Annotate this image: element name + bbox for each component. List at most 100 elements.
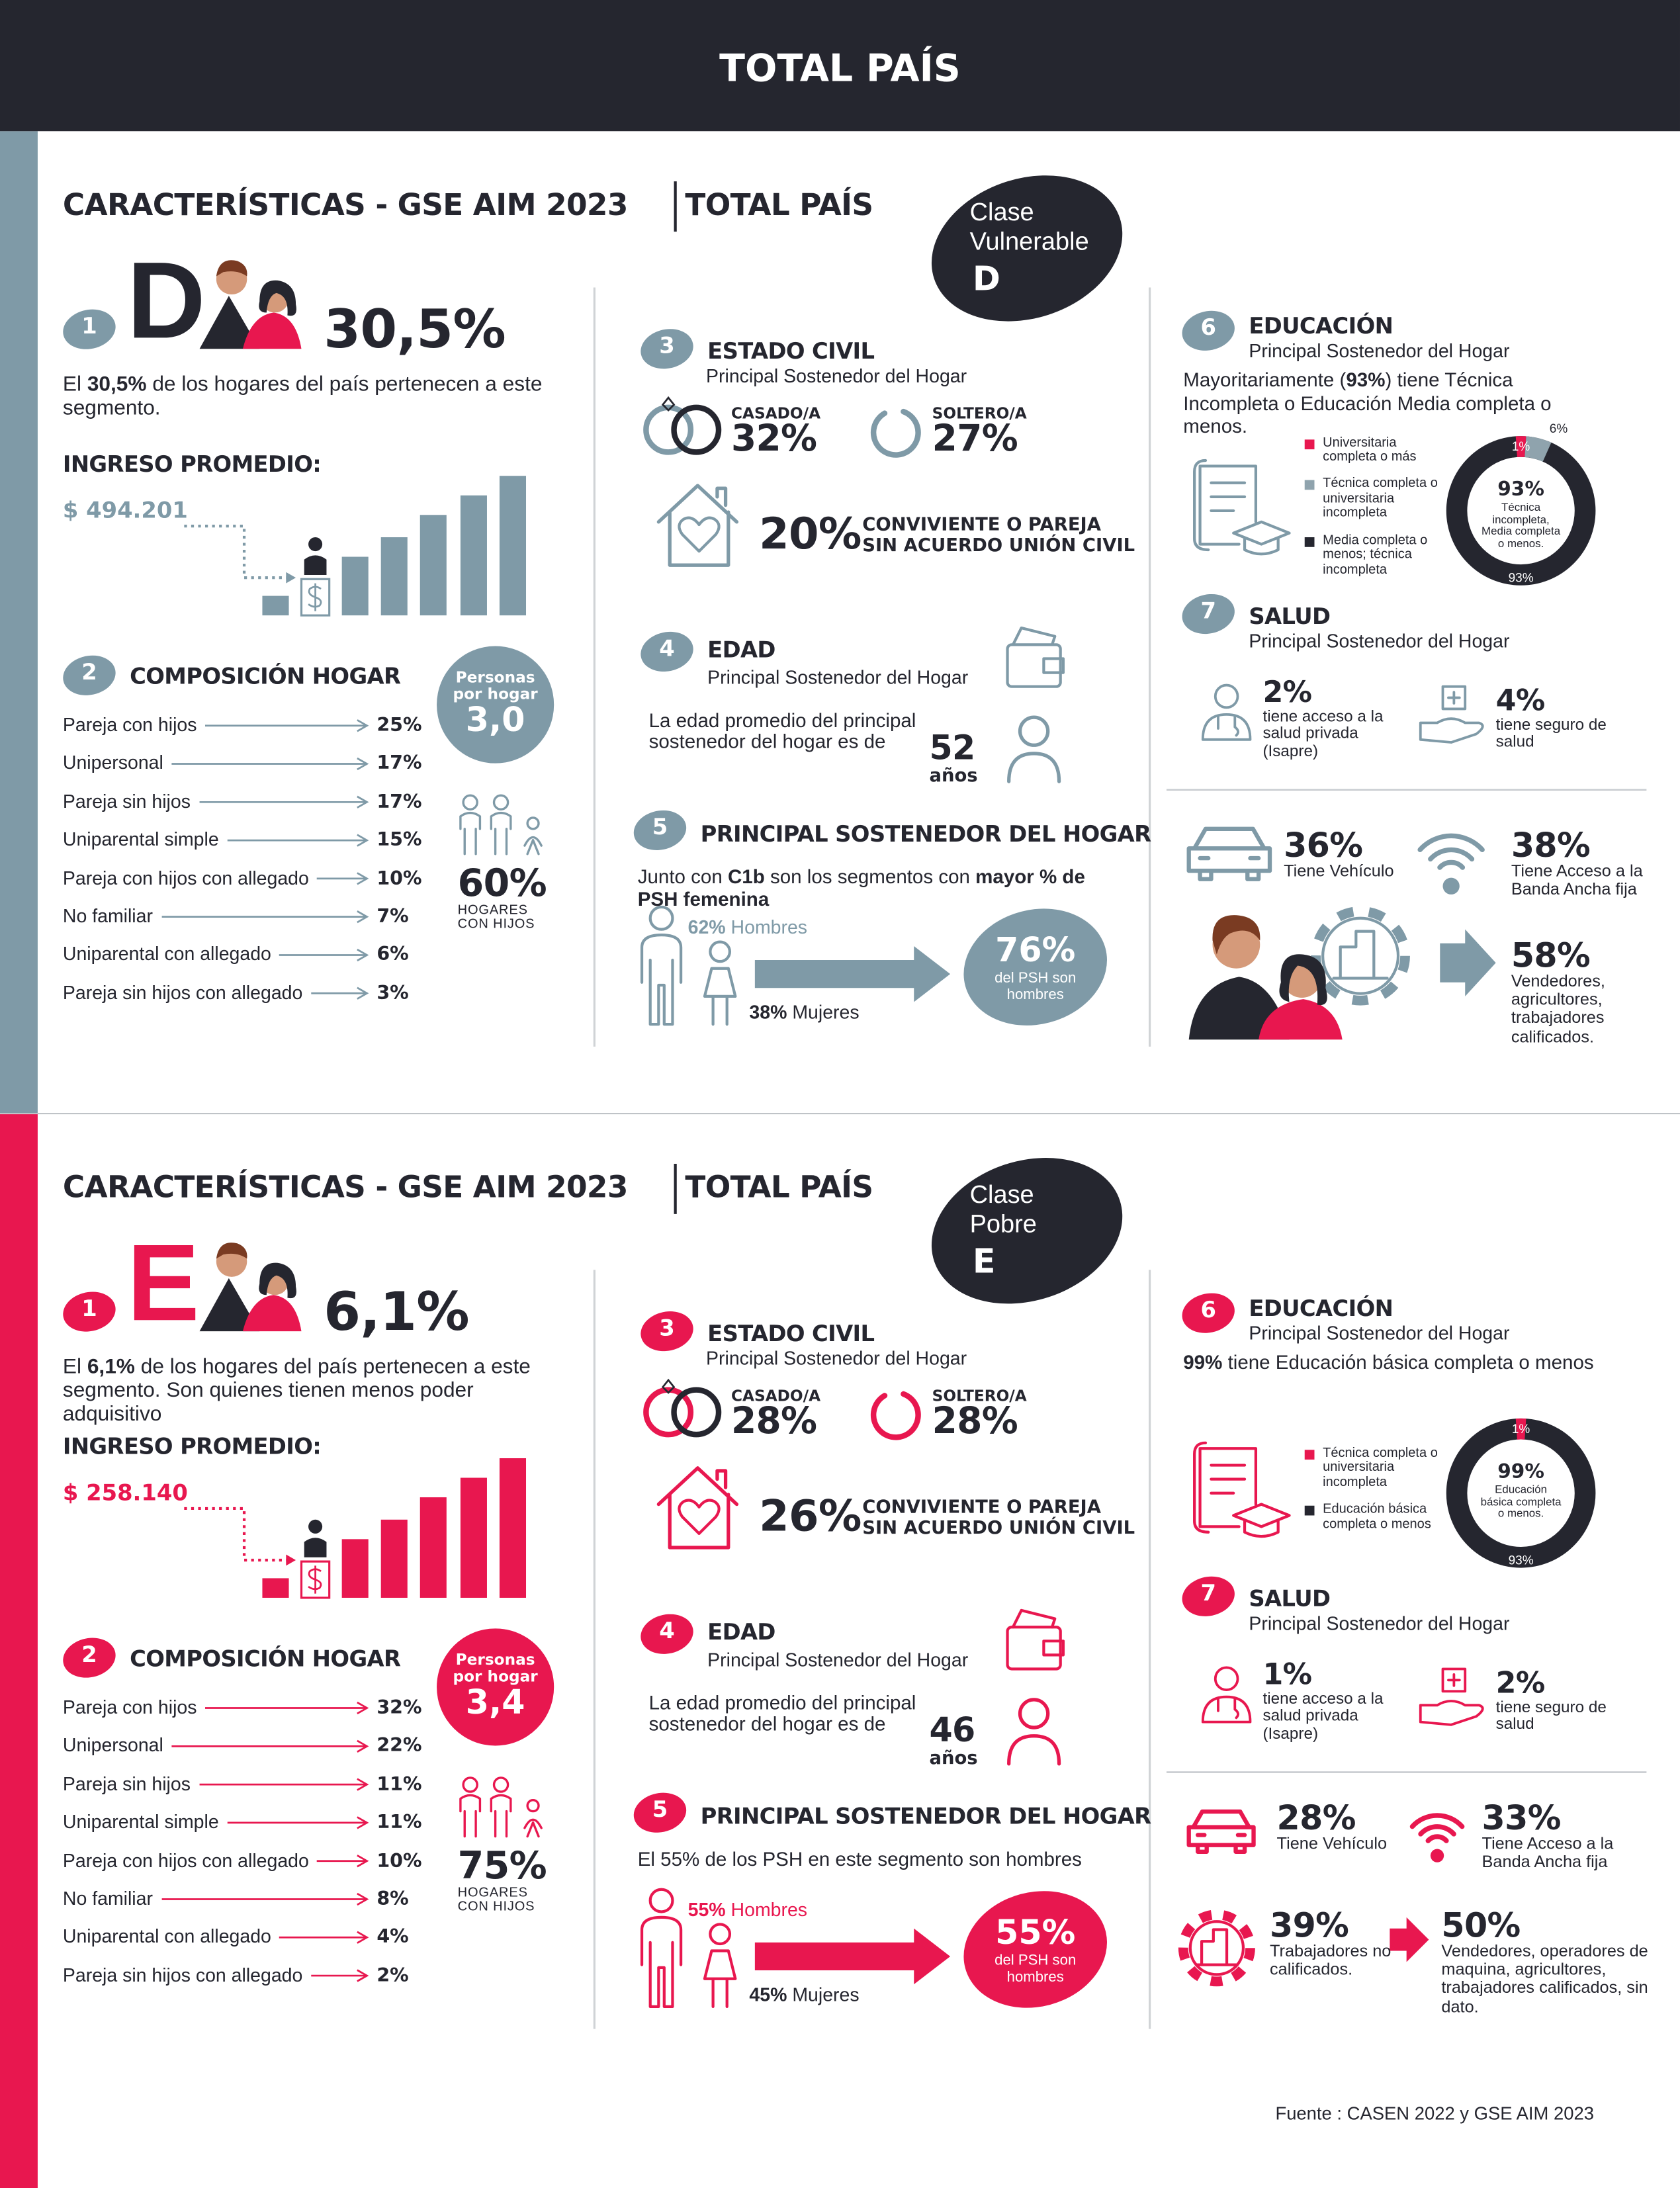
woman-icon	[242, 1295, 302, 1332]
income-label: INGRESO PROMEDIO:	[62, 1433, 322, 1460]
legend-label: Técnica completa o universitaria incompl…	[1323, 1446, 1438, 1491]
segment-letter: E	[126, 1221, 200, 1344]
cash-symbol	[308, 583, 322, 611]
row-value: 4%	[376, 1926, 409, 1949]
stat-label: Tiene Vehículo	[1276, 1833, 1388, 1853]
legend-swatch	[1304, 1506, 1315, 1516]
women-label: Mujeres	[787, 1002, 860, 1023]
income-bar	[499, 476, 527, 616]
income-connector	[184, 525, 288, 580]
gear-teeth	[1311, 906, 1410, 1006]
text-run: de los hogares del país pertenecen a est…	[62, 372, 543, 420]
donut-center-label: Técnica incompleta, Media completa o men…	[1481, 501, 1561, 550]
row-label: Pareja con hijos	[62, 714, 197, 736]
header: TOTAL PAÍS	[0, 0, 1680, 132]
number-badge	[63, 309, 116, 349]
text-run: mayor % de PSH femenina	[637, 865, 1085, 910]
health-value: 2%	[1262, 675, 1312, 709]
number-badge	[63, 655, 116, 695]
civil-label: SOLTERO/A	[932, 1387, 1027, 1405]
donut-label: 1%	[1511, 439, 1530, 454]
row-arrow-head	[357, 872, 369, 885]
number: 5	[652, 813, 668, 840]
row-value: 6%	[376, 943, 409, 967]
number: 2	[81, 658, 97, 685]
legend-label: Educación básica completa o menos	[1323, 1502, 1431, 1532]
persons-circle	[437, 1628, 554, 1746]
text-run: 99%	[1183, 1350, 1223, 1374]
education-description: Mayoritariamente (93%) tiene Técnica Inc…	[1183, 369, 1602, 437]
family-child-body	[523, 1818, 543, 1838]
heart-icon	[678, 516, 721, 553]
stat-label: Tiene Acceso a la Banda Ancha fija	[1481, 1833, 1614, 1872]
text-run: 30,5%	[87, 372, 147, 396]
number: 4	[659, 635, 675, 662]
donut-segment	[1524, 436, 1552, 462]
row-arrow-head	[357, 795, 369, 809]
donut-center-value: 99%	[1497, 1461, 1544, 1483]
row-label: Uniparental con allegado	[62, 943, 271, 965]
legend-label: Técnica completa o universitaria incompl…	[1323, 476, 1438, 521]
donut-center-label: Educación básica completa o menos.	[1480, 1483, 1562, 1520]
stat-value: 33%	[1481, 1798, 1562, 1838]
stat-label: Tiene Vehículo	[1284, 861, 1394, 881]
row-arrow-head	[357, 986, 369, 1000]
family-child-head	[526, 1799, 540, 1813]
doctor-body	[1201, 1695, 1252, 1724]
section-heading: SALUD	[1249, 1585, 1331, 1612]
number-badge	[1182, 593, 1235, 635]
person-body	[1007, 1734, 1061, 1766]
row-label: Pareja sin hijos con allegado	[62, 982, 303, 1004]
section-heading: ESTADO CIVIL	[707, 337, 875, 365]
row-label: Unipersonal	[62, 752, 163, 774]
number-badge	[633, 810, 687, 850]
children-label: HOGARES CON HIJOS	[457, 902, 535, 933]
side-stripe	[0, 131, 38, 1114]
children-label: HOGARES CON HIJOS	[457, 1885, 535, 1915]
civil-label: CASADO/A	[731, 404, 821, 423]
health-value: 4%	[1495, 683, 1546, 718]
number-badge	[641, 1311, 693, 1352]
row-arrow-head	[357, 1892, 369, 1906]
age-value: 52	[929, 728, 975, 768]
stat-value: 38%	[1511, 826, 1591, 865]
women-label: Mujeres	[787, 1984, 860, 2005]
family-head	[462, 1776, 478, 1793]
man-hair	[216, 260, 247, 277]
text-run: 93%	[1346, 368, 1386, 391]
bubble-value: 55%	[995, 1913, 1076, 1952]
row-arrow-head	[357, 1855, 369, 1868]
badge-letter: D	[972, 259, 1000, 299]
number: 5	[652, 1796, 668, 1823]
connector-head	[286, 1554, 296, 1566]
subtitle: Principal Sostenedor del Hogar	[1249, 1323, 1510, 1344]
row-label: Pareja sin hijos	[62, 791, 191, 812]
legend-swatch	[1304, 439, 1315, 449]
children-value: 75%	[457, 1845, 547, 1888]
section-title: CARACTERÍSTICAS - GSE AIM 2023	[62, 188, 629, 224]
number-badge	[63, 1638, 116, 1678]
psh-arrow	[754, 1928, 951, 1985]
persons-value: 3,0	[465, 700, 525, 740]
number-badge	[1182, 310, 1235, 351]
man-figure-body	[640, 1915, 683, 2008]
row-value: 7%	[376, 905, 409, 928]
house-icon	[656, 1466, 739, 1550]
bubble-label: del PSH son hombres	[995, 969, 1077, 1004]
text-run: 6,1%	[87, 1354, 135, 1379]
woman-figure-head	[709, 1923, 732, 1946]
row-arrow-head	[357, 1969, 369, 1982]
row-value: 17%	[376, 791, 422, 814]
men-share: 62% Hombres	[688, 917, 807, 939]
badge-line: Clase	[969, 198, 1034, 226]
building-icon	[1195, 1928, 1239, 1966]
segment-percent: 6,1%	[324, 1281, 469, 1342]
gear-ring	[1188, 1920, 1245, 1976]
section-heading: EDAD	[707, 636, 775, 663]
number: 3	[659, 1314, 675, 1341]
row-arrow-head	[357, 719, 369, 732]
family-body	[490, 1794, 512, 1838]
subtitle: Principal Sostenedor del Hogar	[707, 667, 969, 688]
